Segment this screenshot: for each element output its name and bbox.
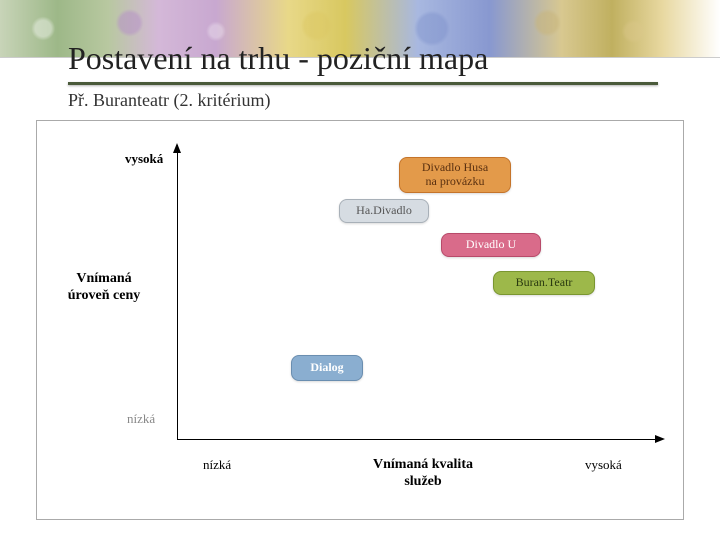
x-axis-low-label: nízká (203, 457, 231, 473)
positioning-map-frame: Vnímanáúroveň ceny vysoká nízká Vnímaná kva… (36, 120, 684, 520)
x-axis (177, 439, 657, 440)
node-dialog: Dialog (291, 355, 363, 381)
slide-title: Postavení na trhu - poziční mapa (68, 40, 488, 77)
node-husa: Divadlo Husana provázku (399, 157, 511, 193)
y-axis-low-label: nízká (127, 411, 155, 427)
slide-subtitle: Př. Buranteatr (2. kritérium) (68, 90, 270, 111)
y-axis-title: Vnímanáúroveň ceny (49, 271, 159, 305)
node-buranteatr: Buran.Teatr (493, 271, 595, 295)
title-underline (68, 82, 658, 85)
y-axis-high-label: vysoká (125, 151, 163, 167)
y-axis-arrow (173, 143, 181, 153)
positioning-map: Vnímanáúroveň ceny vysoká nízká Vnímaná kva… (37, 121, 683, 519)
x-axis-high-label: vysoká (585, 457, 622, 473)
node-hadivadlo: Ha.Divadlo (339, 199, 429, 223)
x-axis-arrow (655, 435, 665, 443)
x-axis-title: Vnímaná kvalitaslužeb (353, 457, 493, 491)
node-divadlou: Divadlo U (441, 233, 541, 257)
y-axis (177, 145, 178, 439)
